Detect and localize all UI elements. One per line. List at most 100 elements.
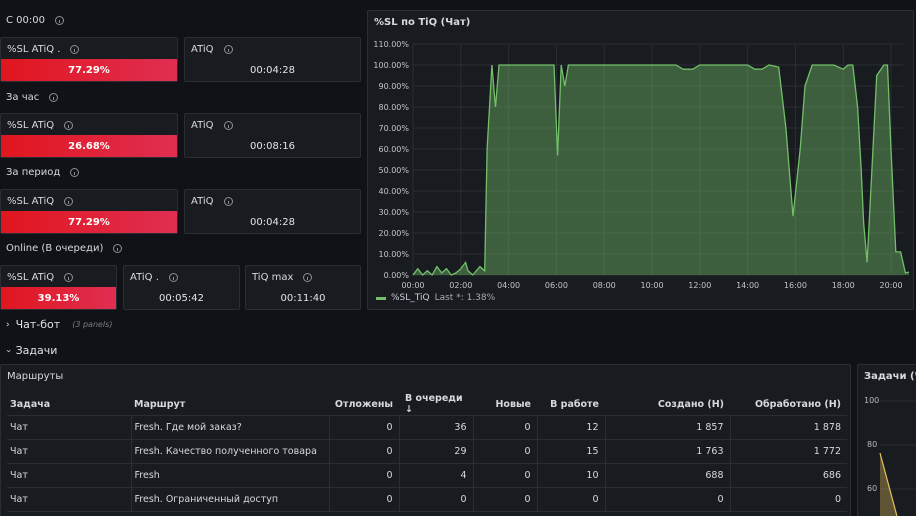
info-icon[interactable] bbox=[64, 273, 74, 282]
info-icon[interactable] bbox=[168, 273, 178, 282]
col-header-in-work[interactable]: В работе bbox=[537, 393, 605, 416]
sl-atiq-since-panel: %SL ATiQ . 77.29% bbox=[0, 37, 178, 82]
col-header-in-queue[interactable]: В очереди ↓ bbox=[399, 393, 473, 416]
table-cell: 12 bbox=[536, 415, 605, 440]
table-cell: 0 bbox=[472, 487, 537, 512]
chevron-down-icon: › bbox=[2, 348, 13, 353]
table-cell: Fresh. Качество полученного товара bbox=[130, 439, 329, 464]
sl-atiq-value: 77.29% bbox=[1, 59, 177, 81]
col-header-postponed[interactable]: Отложены bbox=[329, 393, 399, 416]
y-tick-label: 20.00% bbox=[378, 229, 409, 238]
table-cell: 1 878 bbox=[729, 415, 847, 440]
info-icon[interactable] bbox=[70, 168, 80, 177]
x-tick-label: 20:00 bbox=[880, 281, 903, 290]
table-header-row: Задача Маршрут Отложены В очереди ↓ Новы… bbox=[7, 393, 847, 416]
section-chatbot[interactable]: › Чат-бот (3 panels) bbox=[6, 318, 112, 331]
section-chatbot-note: (3 panels) bbox=[72, 320, 113, 329]
sl-atiq-value: 26.68% bbox=[1, 135, 177, 157]
table-row[interactable]: Чат Fresh 0 4 0 10 688 686 bbox=[7, 463, 847, 488]
table-cell: Fresh bbox=[130, 463, 329, 488]
section-period-label: За период bbox=[6, 167, 61, 178]
tiq-max-online-panel: TiQ max 00:11:40 bbox=[245, 265, 361, 310]
info-icon[interactable] bbox=[70, 45, 80, 54]
sort-down-icon: ↓ bbox=[405, 404, 413, 415]
panel-title: %SL ATiQ bbox=[7, 272, 55, 283]
tasks-chart-plot bbox=[879, 400, 916, 516]
info-icon[interactable] bbox=[303, 273, 313, 282]
table-cell: 1 763 bbox=[604, 439, 730, 464]
info-icon[interactable] bbox=[223, 197, 233, 206]
table-cell: 688 bbox=[604, 463, 730, 488]
x-tick-label: 18:00 bbox=[832, 281, 855, 290]
info-icon[interactable] bbox=[64, 121, 74, 130]
x-tick-label: 00:00 bbox=[401, 281, 424, 290]
x-tick-label: 04:00 bbox=[497, 281, 520, 290]
y-tick-label: 80 bbox=[867, 440, 878, 449]
routes-title: Маршруты bbox=[7, 371, 64, 382]
table-cell: 4 bbox=[398, 463, 473, 488]
routes-table-panel: Маршруты Задача Маршрут Отложены В очере… bbox=[0, 364, 851, 516]
info-icon[interactable] bbox=[49, 93, 59, 102]
y-tick-label: 110.00% bbox=[373, 40, 409, 49]
section-tasks[interactable]: › Задачи bbox=[2, 344, 58, 357]
table-cell: 1 772 bbox=[729, 439, 847, 464]
section-online-label: Online (В очереди) bbox=[6, 243, 104, 254]
legend-color-swatch bbox=[376, 296, 386, 300]
section-hour: За час bbox=[6, 92, 59, 103]
atiq-period-panel: ATiQ 00:04:28 bbox=[184, 189, 361, 234]
chart-legend[interactable]: %SL_TiQ Last *: 1.38% bbox=[376, 293, 495, 303]
panel-title: ATiQ bbox=[191, 44, 214, 55]
info-icon[interactable] bbox=[64, 197, 74, 206]
section-period: За период bbox=[6, 167, 80, 178]
sl-tiq-chart-panel: %SL по TiQ (Чат) 110.00% 100.00% 90.00% 80.… bbox=[367, 10, 914, 310]
sl-tiq-chart: 110.00% 100.00% 90.00% 80.00% 70.00% 60.00% 50… bbox=[373, 40, 910, 290]
table-cell: 15 bbox=[536, 439, 605, 464]
legend-last-value: Last *: 1.38% bbox=[434, 293, 496, 303]
table-row[interactable]: Чат Fresh. Ограниченный доступ 0 0 0 0 0 0 bbox=[7, 487, 847, 512]
atiq-value: 00:08:16 bbox=[250, 141, 295, 152]
x-tick-label: 08:00 bbox=[593, 281, 616, 290]
col-header-new[interactable]: Новые bbox=[473, 393, 537, 416]
table-cell: Fresh. Ограниченный доступ bbox=[130, 487, 329, 512]
col-header-task[interactable]: Задача bbox=[7, 393, 131, 416]
table-cell: 0 bbox=[328, 415, 399, 440]
x-tick-label: 14:00 bbox=[736, 281, 759, 290]
col-header-created[interactable]: Создано (Н) bbox=[605, 393, 730, 416]
col-header-processed[interactable]: Обработано (Н) bbox=[730, 393, 847, 416]
y-tick-label: 70.00% bbox=[378, 124, 409, 133]
table-cell: 0 bbox=[472, 463, 537, 488]
table-cell: 0 bbox=[398, 487, 473, 512]
info-icon[interactable] bbox=[113, 244, 123, 253]
section-since-midnight-label: С 00:00 bbox=[6, 15, 45, 26]
table-cell: Чат bbox=[7, 487, 131, 512]
sl-atiq-online-panel: %SL ATiQ 39.13% bbox=[0, 265, 117, 310]
sl-atiq-value: 77.29% bbox=[1, 211, 177, 233]
x-tick-label: 02:00 bbox=[449, 281, 472, 290]
series-line bbox=[412, 64, 910, 277]
table-cell: 36 bbox=[398, 415, 473, 440]
table-cell: Чат bbox=[7, 463, 131, 488]
legend-series-name: %SL_TiQ bbox=[391, 293, 430, 303]
tasks-chart-title: Задачи (Чат bbox=[864, 371, 916, 382]
table-cell: 0 bbox=[328, 439, 399, 464]
info-icon[interactable] bbox=[54, 16, 64, 25]
y-tick-label: 50.00% bbox=[378, 166, 409, 175]
y-tick-label: 100 bbox=[864, 396, 880, 405]
info-icon[interactable] bbox=[223, 121, 233, 130]
table-cell: 0 bbox=[472, 439, 537, 464]
atiq-online-panel: ATiQ . 00:05:42 bbox=[123, 265, 240, 310]
table-row[interactable]: Чат Fresh. Где мой заказ? 0 36 0 12 1 857 1 878 bbox=[7, 415, 847, 440]
table-cell: 0 bbox=[536, 487, 605, 512]
col-header-route[interactable]: Маршрут bbox=[131, 393, 329, 416]
x-tick-label: 10:00 bbox=[640, 281, 663, 290]
atiq-value: 00:04:28 bbox=[250, 217, 295, 228]
sl-atiq-period-panel: %SL ATiQ 77.29% bbox=[0, 189, 178, 234]
y-tick-label: 60.00% bbox=[378, 145, 409, 154]
panel-title: ATiQ bbox=[191, 120, 214, 131]
table-row[interactable]: Чат Fresh. Качество полученного товара 0 29… bbox=[7, 439, 847, 464]
chart-title: %SL по TiQ (Чат) bbox=[374, 17, 471, 28]
y-tick-label: 80.00% bbox=[378, 103, 409, 112]
info-icon[interactable] bbox=[223, 45, 233, 54]
series-line bbox=[879, 452, 898, 516]
table-cell: 29 bbox=[398, 439, 473, 464]
